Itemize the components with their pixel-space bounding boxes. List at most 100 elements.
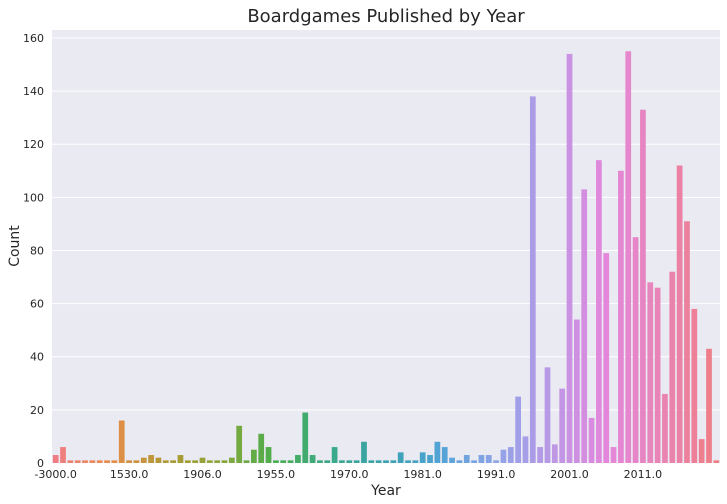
bar: [302, 412, 309, 463]
y-tick-label: 160: [23, 32, 44, 45]
bar: [669, 271, 676, 463]
y-tick-label: 120: [23, 138, 44, 151]
x-tick-label: 2001.0: [550, 468, 589, 481]
bar: [126, 460, 132, 463]
bar: [236, 425, 243, 463]
bar: [214, 460, 221, 463]
y-axis-ticks: 0 20 40 60 80 100 120 140 160: [23, 32, 44, 470]
bar: [537, 447, 544, 463]
bar: [67, 460, 74, 463]
bar: [676, 165, 683, 464]
x-tick-label: 1970.0: [330, 468, 369, 481]
bar: [74, 460, 81, 463]
bar: [353, 460, 360, 463]
bar: [405, 460, 411, 463]
bar: [199, 457, 206, 463]
bar: [162, 460, 169, 463]
x-axis-label: Year: [370, 483, 401, 499]
y-axis-label: Count: [7, 225, 23, 267]
bar: [295, 455, 301, 463]
bar: [251, 449, 257, 463]
y-tick-label: 80: [30, 244, 44, 257]
x-axis-ticks: -3000.0 1530.0 1906.0 1955.0 1970.0 1981.0 199…: [34, 468, 662, 481]
bar: [368, 460, 375, 463]
bar: [596, 160, 602, 464]
bar: [515, 396, 521, 463]
x-tick-label: 1906.0: [183, 468, 222, 481]
bar: [89, 460, 96, 463]
bar: [449, 457, 455, 463]
bar: [206, 460, 213, 463]
bar: [390, 460, 397, 463]
bar: [184, 460, 191, 463]
bar: [412, 460, 419, 463]
bar: [610, 447, 617, 463]
x-tick-label: 2011.0: [624, 468, 663, 481]
x-tick-label: 1530.0: [110, 468, 149, 481]
bar: [375, 460, 382, 463]
bar: [60, 447, 66, 463]
bar: [456, 460, 463, 463]
bar: [618, 170, 624, 464]
bar: [155, 457, 162, 463]
bar: [383, 460, 389, 463]
bar: [111, 460, 118, 463]
bar: [104, 460, 110, 463]
bar: [434, 441, 441, 463]
bar: [324, 460, 331, 463]
bar: [317, 460, 323, 463]
bar: [177, 455, 184, 463]
bar: [603, 253, 610, 463]
y-tick-label: 0: [37, 457, 44, 470]
y-tick-label: 60: [30, 298, 44, 311]
bar: [82, 460, 88, 463]
bar: [221, 460, 228, 463]
bar: [346, 460, 353, 463]
bar: [463, 455, 470, 463]
bar: [493, 460, 499, 463]
bar: [258, 433, 265, 463]
bar: [331, 447, 338, 463]
bar: [647, 282, 654, 463]
bar: [419, 452, 426, 463]
bar: [471, 460, 477, 463]
bar: [280, 460, 287, 463]
bar: [684, 221, 690, 463]
bar: [265, 447, 272, 463]
x-tick-label: 1991.0: [477, 468, 516, 481]
bar: [544, 367, 551, 463]
bar: [52, 455, 59, 463]
bar: [287, 460, 294, 463]
bar: [133, 460, 140, 463]
bar: [698, 439, 705, 463]
bar: [551, 444, 558, 463]
bar: [507, 447, 514, 463]
bar: [581, 189, 588, 463]
bar: [662, 393, 668, 463]
bars: [52, 51, 720, 464]
bar: [573, 319, 580, 463]
bar: [243, 460, 250, 463]
bar: [228, 457, 235, 463]
bar: [339, 460, 345, 463]
bar: [625, 51, 632, 463]
bar: [654, 287, 661, 463]
y-tick-label: 140: [23, 85, 44, 98]
x-tick-label: 1955.0: [257, 468, 296, 481]
chart-title: Boardgames Published by Year: [247, 6, 525, 27]
bar: [640, 109, 646, 463]
bar: [96, 460, 103, 463]
y-tick-label: 20: [30, 404, 44, 417]
bar: [529, 96, 536, 463]
x-tick-label: 1981.0: [403, 468, 442, 481]
y-tick-label: 100: [23, 191, 44, 204]
bar: [397, 452, 404, 463]
bar: [706, 348, 712, 463]
bar: [588, 417, 595, 463]
bar: [441, 447, 448, 463]
bar: [478, 455, 485, 463]
bar: [485, 455, 492, 463]
bar: [118, 420, 125, 463]
bar: [148, 455, 154, 463]
